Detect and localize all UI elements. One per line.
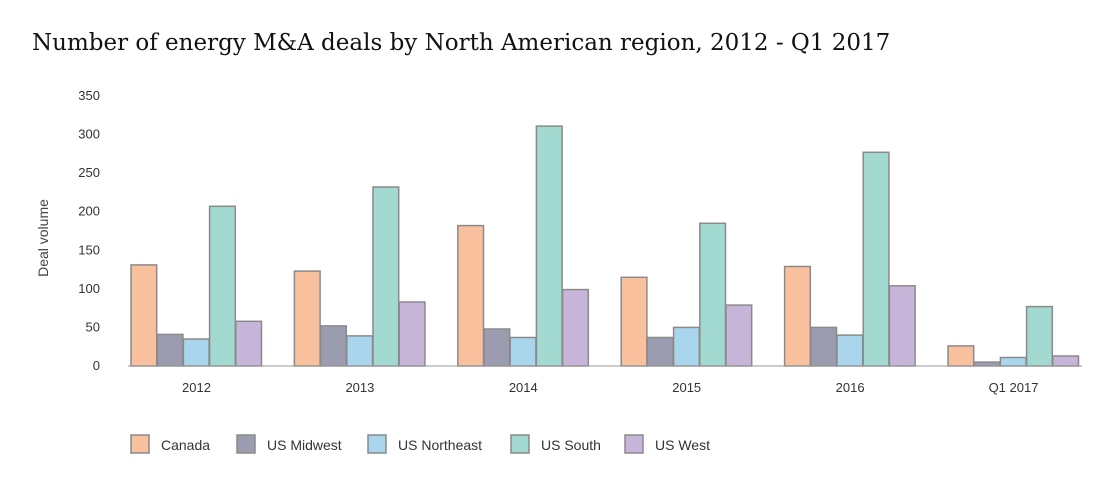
- y-axis-label: Deal volume: [35, 199, 51, 277]
- legend-label-us-northeast: US Northeast: [398, 437, 482, 453]
- bar-us-south-2013: [372, 186, 400, 367]
- bar-canada-2015: [620, 276, 648, 367]
- bar-us-northeast-2015: [672, 326, 701, 367]
- legend-swatch-us-south: [510, 434, 530, 454]
- bar-us-west-2016: [888, 285, 916, 367]
- legend-swatch-us-west: [624, 434, 644, 454]
- y-tick-label: 100: [78, 281, 100, 296]
- legend-swatch-canada: [130, 434, 150, 454]
- legend-label-canada: Canada: [161, 437, 210, 453]
- bar-us-midwest-2015: [646, 336, 674, 367]
- bar-us-south-2014: [535, 125, 563, 367]
- bar-canada-2016: [783, 265, 812, 367]
- bar-us-midwest-2013: [319, 325, 348, 367]
- bar-us-midwest-2016: [810, 326, 838, 367]
- y-axis: 0 50 100 150 200 250 300 350: [78, 88, 100, 373]
- y-tick-label: 0: [93, 358, 100, 373]
- bar-us-south-2015: [699, 222, 727, 367]
- bar-us-northeast-q1-2017: [999, 356, 1027, 367]
- legend: Canada US Midwest US Northeast US South US W…: [130, 434, 710, 454]
- y-tick-label: 250: [78, 165, 100, 180]
- x-tick-label: Q1 2017: [989, 380, 1039, 395]
- legend-swatch-us-northeast: [367, 434, 387, 454]
- bars: [130, 125, 1080, 367]
- bar-us-northeast-2012: [182, 338, 210, 367]
- bar-canada-2014: [457, 224, 485, 367]
- legend-label-us-west: US West: [655, 437, 710, 453]
- bar-us-northeast-2013: [346, 335, 374, 367]
- legend-label-us-midwest: US Midwest: [267, 437, 342, 453]
- bar-us-south-q1-2017: [1025, 305, 1054, 367]
- bar-us-west-2013: [398, 301, 426, 367]
- legend-swatch-us-midwest: [236, 434, 256, 454]
- y-tick-label: 150: [78, 242, 100, 257]
- bar-us-northeast-2014: [509, 336, 537, 367]
- x-tick-label: 2014: [509, 380, 538, 395]
- x-tick-label: 2015: [672, 380, 701, 395]
- bar-us-west-q1-2017: [1052, 355, 1080, 367]
- bar-us-south-2016: [862, 151, 890, 367]
- bar-us-west-2015: [725, 304, 753, 367]
- x-axis: 2012 2013 2014 2015 2016 Q1 2017: [182, 380, 1038, 395]
- x-tick-label: 2012: [182, 380, 211, 395]
- bar-us-south-2012: [208, 205, 237, 367]
- chart-title: Number of energy M&A deals by North Amer…: [32, 30, 891, 56]
- x-tick-label: 2013: [345, 380, 374, 395]
- bar-canada-2013: [293, 270, 321, 367]
- bar-us-west-2012: [235, 320, 263, 367]
- bar-us-midwest-2014: [483, 328, 511, 367]
- bar-canada-2012: [130, 264, 158, 367]
- y-tick-label: 50: [86, 319, 100, 334]
- y-tick-label: 350: [78, 88, 100, 103]
- x-tick-label: 2016: [836, 380, 865, 395]
- bar-us-midwest-q1-2017: [973, 361, 1001, 367]
- bar-us-northeast-2016: [836, 334, 864, 367]
- bar-canada-q1-2017: [947, 345, 975, 367]
- legend-label-us-south: US South: [541, 437, 601, 453]
- bar-us-midwest-2012: [156, 333, 184, 367]
- y-tick-label: 200: [78, 204, 100, 219]
- bar-us-west-2014: [561, 288, 590, 367]
- y-tick-label: 300: [78, 127, 100, 142]
